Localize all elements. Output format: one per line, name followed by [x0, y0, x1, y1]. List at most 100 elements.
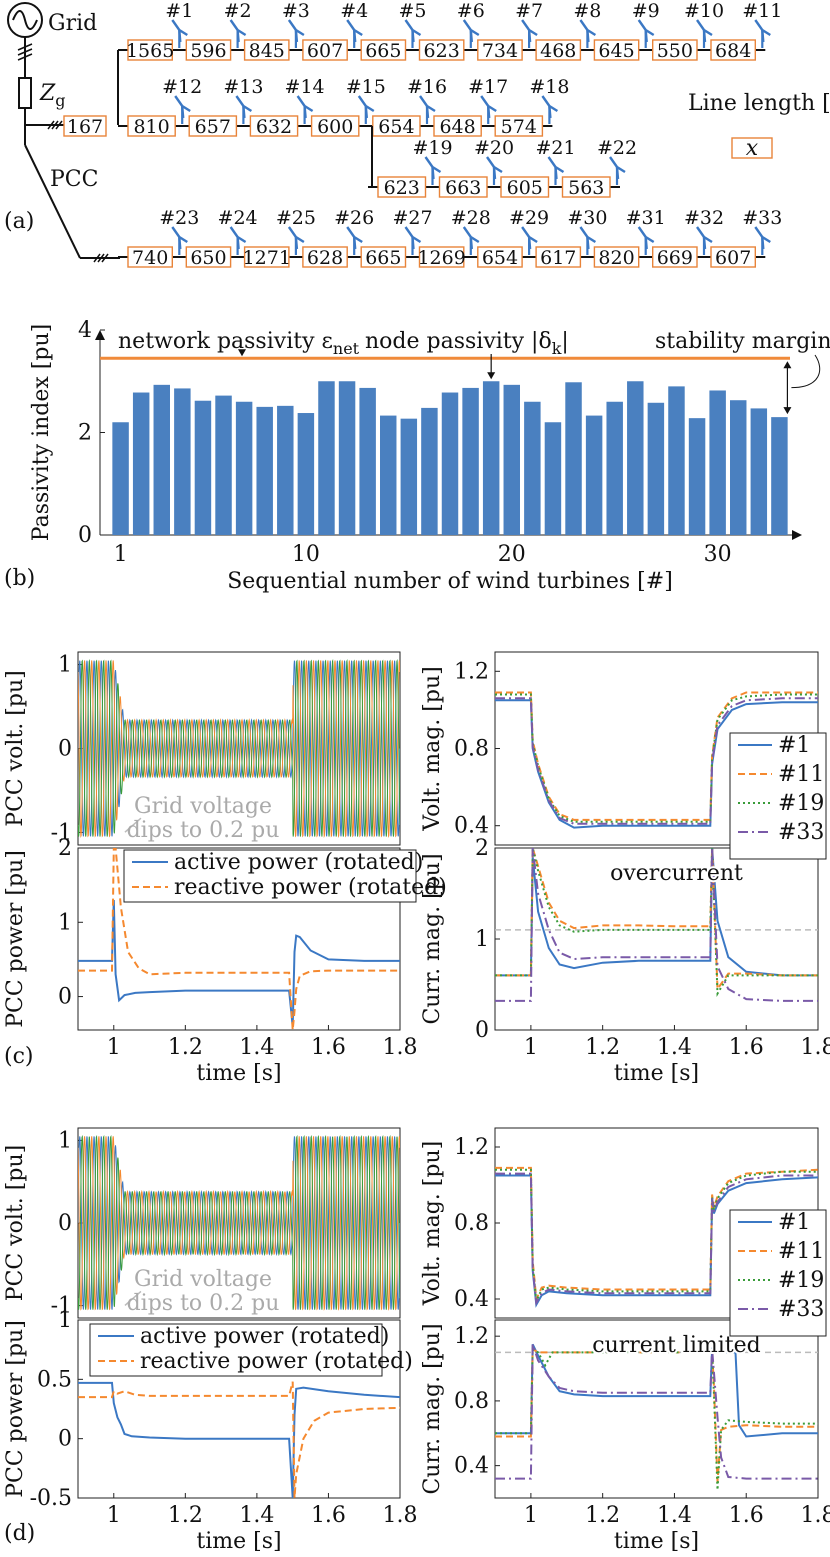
line-length-value: 607 — [307, 40, 343, 62]
y-axis-label: PCC power [pu] — [3, 1320, 28, 1498]
bar — [544, 422, 562, 535]
phase-voltage-line — [78, 1136, 400, 1311]
wind-turbine-icon — [346, 19, 363, 48]
line-length-box — [310, 115, 360, 137]
legend-symbol: x — [746, 136, 759, 161]
turbine-number: #27 — [392, 207, 432, 229]
x-tick-label: 1.2 — [168, 1503, 203, 1528]
series-line-3 — [495, 848, 818, 1002]
line-length-box — [535, 246, 582, 268]
plot-area — [78, 1135, 400, 1311]
plot-c-right-bottom: 0 1 2 1 1.2 1.4 1.6 1.8 Curr. mag. [pu] time [s] o… — [420, 836, 830, 1086]
turbine-blades — [609, 156, 626, 180]
line-length-box — [477, 246, 523, 268]
turbine-number: #26 — [334, 207, 374, 229]
transformer-icon — [93, 253, 101, 263]
series-line-0 — [495, 848, 818, 977]
line-length-box — [438, 176, 488, 198]
series-line-1 — [495, 848, 818, 993]
phase-voltage-line — [78, 660, 400, 839]
wind-turbine-icon — [637, 226, 655, 255]
line-length-box — [418, 39, 465, 61]
legend-box — [731, 137, 773, 159]
line-length-value: 665 — [365, 247, 401, 269]
legend-entry: #33 — [778, 1297, 824, 1322]
turbine-number: #7 — [515, 0, 543, 22]
y-tick-label: 0.4 — [454, 1287, 489, 1312]
y-tick-label: 0 — [58, 985, 72, 1010]
transformer-icon — [17, 48, 33, 56]
bar — [174, 388, 191, 535]
turbine-blades — [754, 19, 771, 43]
wind-turbine-icon — [296, 95, 314, 124]
grid-voltage-annotation: Grid voltage — [134, 794, 272, 819]
arrow-head-icon — [487, 372, 496, 380]
plot-area — [495, 691, 818, 829]
bar — [627, 381, 644, 535]
turbine-blades — [579, 226, 597, 250]
bar — [771, 417, 788, 535]
line-length-value: 1271 — [243, 247, 291, 269]
bar — [709, 390, 726, 535]
line-length-value: 845 — [249, 40, 285, 62]
x-tick-label: 1.6 — [729, 1035, 764, 1060]
turbine-number: #11 — [742, 0, 782, 22]
line-length-value: 648 — [439, 116, 475, 138]
y-tick-label: -1 — [51, 820, 72, 845]
x-tick-label: 1 — [107, 1503, 121, 1528]
y-tick-label: 1.2 — [454, 1324, 489, 1349]
turbine-number: #28 — [451, 207, 491, 229]
legend-entry: reactive power (rotated) — [174, 875, 447, 900]
turbine-blades — [696, 19, 713, 43]
line-length-value: 654 — [482, 247, 518, 269]
bar — [524, 401, 541, 535]
x-tick-label: 30 — [704, 542, 732, 567]
line-length-box — [500, 176, 550, 198]
wind-turbine-icon — [521, 19, 538, 48]
line-length-value: 623 — [384, 177, 420, 199]
turbine-number: #3 — [282, 0, 310, 22]
annotation-arrow — [124, 1290, 142, 1307]
legend-box — [729, 1209, 827, 1337]
legend-entry: #19 — [778, 791, 824, 816]
turbine-number: #21 — [535, 137, 575, 159]
x-axis-label: time [s] — [196, 1529, 281, 1554]
legend-box — [123, 849, 417, 903]
line-length-box — [494, 115, 544, 137]
line-length-box — [63, 115, 107, 137]
series-line-0 — [78, 899, 400, 1027]
x-tick-label: 1.2 — [585, 1503, 620, 1528]
turbine-blades — [547, 156, 565, 180]
turbine-number: #9 — [632, 0, 660, 22]
line-length-value: 1269 — [417, 247, 465, 269]
y-tick-label: 2 — [475, 836, 489, 861]
bar — [462, 387, 479, 535]
legend-entry: #19 — [778, 1268, 824, 1293]
grid-voltage-annotation: Grid voltage — [134, 1267, 272, 1292]
line-length-value: 665 — [365, 40, 401, 62]
turbine-blades — [171, 226, 188, 250]
line-length-value: 607 — [715, 247, 751, 269]
turbine-number: #25 — [276, 207, 316, 229]
line-length-value: 600 — [317, 116, 353, 138]
branch-cable-4 — [24, 144, 81, 259]
line-length-value: 468 — [540, 40, 576, 62]
line-length-value: 623 — [424, 40, 460, 62]
y-axis-label: Curr. mag. [pu] — [420, 853, 445, 1024]
bar — [585, 415, 603, 535]
y-tick-label: 0 — [58, 1427, 72, 1452]
plot-area — [495, 1166, 818, 1308]
bar — [688, 418, 706, 535]
turbine-blades — [357, 95, 375, 119]
line-length-value: 810 — [133, 116, 169, 138]
transformer-icon — [17, 43, 33, 51]
bar — [297, 413, 315, 535]
legend-box — [729, 732, 827, 860]
bar — [441, 392, 459, 535]
y-tick-label: 1.2 — [454, 1135, 489, 1160]
wind-turbine-icon — [462, 226, 480, 255]
x-tick-label: 1.6 — [729, 1503, 764, 1528]
x-tick-label: 1.6 — [311, 1035, 346, 1060]
series-line-1 — [78, 1381, 400, 1498]
